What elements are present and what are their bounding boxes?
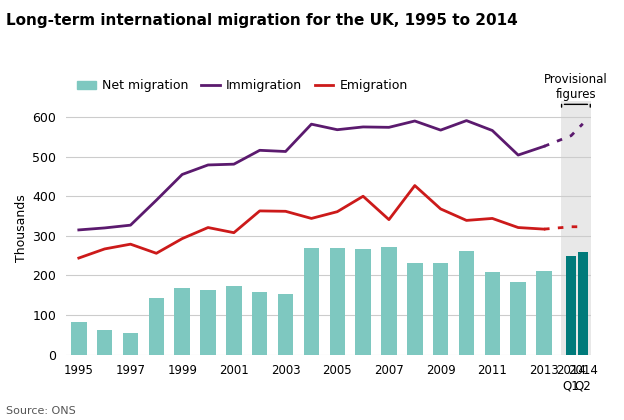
Bar (536, 271, 552, 354)
Bar (149, 298, 164, 354)
Bar (459, 251, 474, 354)
Text: Long-term international migration for the UK, 1995 to 2014: Long-term international migration for th… (6, 13, 518, 28)
Text: Provisional
figures: Provisional figures (544, 73, 608, 101)
Text: Source: ONS: Source: ONS (6, 406, 76, 416)
Bar (200, 290, 216, 354)
Bar (561, 101, 591, 354)
Bar (226, 286, 241, 354)
Legend: Net migration, Immigration, Emigration: Net migration, Immigration, Emigration (72, 74, 413, 97)
Bar (123, 333, 139, 354)
Bar (252, 292, 268, 354)
Bar (278, 294, 293, 354)
Bar (329, 248, 345, 354)
Bar (510, 282, 526, 354)
Bar (566, 257, 576, 354)
Bar (97, 330, 112, 354)
Bar (433, 263, 449, 354)
Bar (381, 247, 397, 354)
Y-axis label: Thousands: Thousands (15, 194, 28, 262)
Bar (71, 322, 87, 354)
Bar (304, 248, 319, 354)
Bar (578, 252, 588, 354)
Bar (355, 249, 371, 354)
Bar (407, 263, 422, 354)
Bar (485, 272, 500, 354)
Bar (175, 288, 190, 354)
